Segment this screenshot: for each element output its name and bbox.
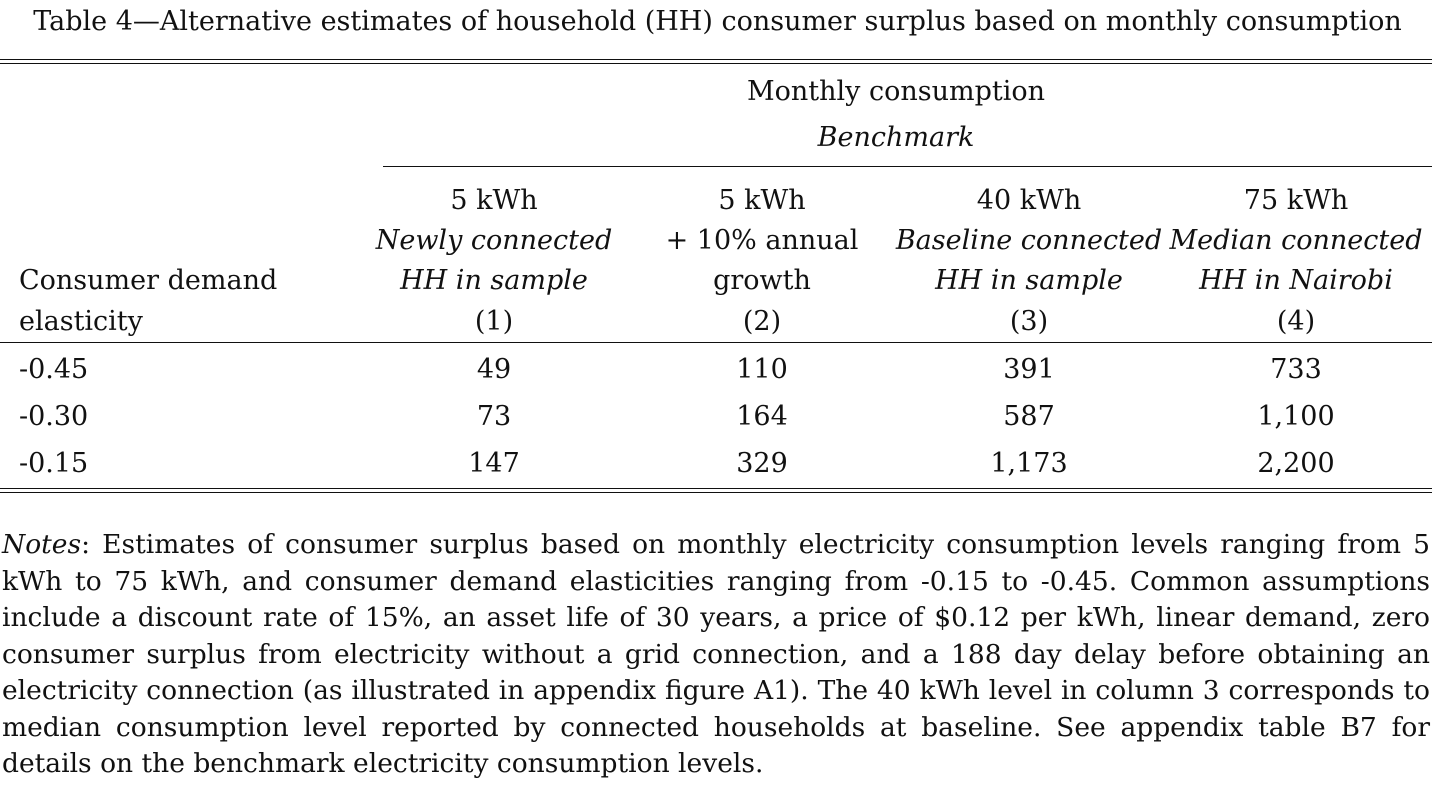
column-2-consumption: 5 kWh [718,185,806,216]
column-1-number: (1) [474,306,514,337]
value-cell: 733 [1270,354,1322,385]
notes-text: : Estimates of consumer surplus based on… [2,529,1430,779]
column-3-number: (3) [1009,306,1049,337]
column-3-description-line1: Baseline connected [895,225,1163,256]
column-3-consumption: 40 kWh [976,185,1082,216]
notes-label: Notes [2,529,82,560]
value-cell: 2,200 [1257,448,1335,479]
column-4-description-line2: HH in Nairobi [1199,265,1393,296]
group-header-label: Monthly consumption [746,76,1046,107]
value-cell: 1,100 [1257,401,1335,432]
top-rule-2 [0,63,1432,65]
elasticity-cell: -0.30 [19,401,89,432]
column-2-description-line2: growth [713,265,811,296]
elasticity-cell: -0.45 [19,354,89,385]
bottom-rule-1 [0,488,1432,490]
value-cell: 147 [468,448,520,479]
column-2-description-line1: + 10% annual [665,225,859,256]
group-header-rule [383,166,1432,168]
table-title: Table 4—Alternative estimates of househo… [33,6,1402,37]
table-notes: Notes: Estimates of consumer surplus bas… [2,527,1430,783]
top-rule-1 [0,59,1432,61]
column-1-description-line1: Newly connected [375,225,613,256]
value-cell: 73 [476,401,512,432]
bottom-rule-2 [0,492,1432,494]
value-cell: 391 [1003,354,1055,385]
row-header-line1: Consumer demand [19,265,278,296]
value-cell: 110 [736,354,788,385]
value-cell: 164 [736,401,788,432]
column-3-description-line2: HH in sample [935,265,1123,296]
column-2-number: (2) [742,306,782,337]
column-4-description-line1: Median connected [1169,225,1423,256]
header-bottom-rule [0,342,1432,344]
value-cell: 49 [476,354,512,385]
value-cell: 329 [736,448,788,479]
elasticity-cell: -0.15 [19,448,89,479]
column-1-description-line2: HH in sample [400,265,588,296]
column-1-consumption: 5 kWh [450,185,538,216]
group-header-sublabel: Benchmark [817,122,975,153]
value-cell: 1,173 [990,448,1068,479]
row-header-line2: elasticity [19,306,143,337]
value-cell: 587 [1003,401,1055,432]
column-4-number: (4) [1276,306,1316,337]
column-4-consumption: 75 kWh [1243,185,1349,216]
